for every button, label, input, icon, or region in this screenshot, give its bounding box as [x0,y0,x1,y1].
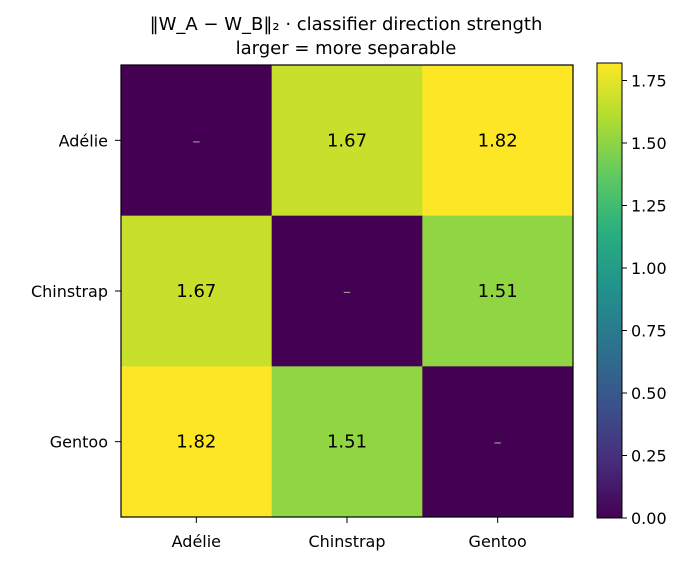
heatmap-cell [271,65,423,217]
heatmap-cell [422,366,574,518]
heatmap-cell [422,65,574,217]
heatmap-cell [271,366,423,518]
heatmap-cell [121,65,273,217]
x-tick-label: Adélie [172,532,221,551]
y-axis-ticks: Adélie Chinstrap Gentoo [31,131,121,452]
colorbar-tick-label: 1.00 [631,259,667,278]
y-tick-label: Adélie [59,131,108,150]
heatmap-cell-labels: – 1.67 1.82 1.67 – 1.51 1.82 1.51 – [176,130,517,452]
cell-value-label: 1.51 [478,281,518,302]
y-tick-label: Gentoo [50,433,108,452]
cell-value-label: – [192,131,200,150]
cell-value-label: – [494,433,502,452]
colorbar-tick-label: 1.50 [631,134,667,153]
x-tick-label: Gentoo [469,532,527,551]
x-axis-ticks: Adélie Chinstrap Gentoo [172,517,527,551]
colorbar-ticks: 0.00 0.25 0.50 0.75 1.00 1.25 1.50 1.75 [622,72,667,528]
colorbar-tick-label: 1.25 [631,197,667,216]
colorbar-tick-label: 0.75 [631,322,667,341]
colorbar-gradient [596,62,623,519]
cell-value-label: – [343,282,351,301]
y-tick-label: Chinstrap [31,282,108,301]
cell-value-label: 1.67 [327,130,367,151]
heatmap-cell [271,215,423,367]
cell-value-label: 1.51 [327,432,367,453]
heatmap-cell [121,366,273,518]
colorbar-tick-label: 0.00 [631,509,667,528]
x-tick-label: Chinstrap [308,532,385,551]
cell-value-label: 1.82 [176,432,216,453]
colorbar-tick-label: 1.75 [631,72,667,91]
chart-subtitle: larger = more separable [236,38,457,59]
colorbar-tick-label: 0.50 [631,384,667,403]
heatmap-cell [121,215,273,367]
heatmap-cells [121,65,574,518]
chart-title: ‖W_A − W_B‖₂ · classifier direction stre… [150,14,543,35]
cell-value-label: 1.82 [478,130,518,151]
colorbar: 0.00 0.25 0.50 0.75 1.00 1.25 1.50 1.75 [596,62,667,528]
cell-value-label: 1.67 [176,281,216,302]
colorbar-tick-label: 0.25 [631,447,667,466]
heatmap-cell [422,215,574,367]
